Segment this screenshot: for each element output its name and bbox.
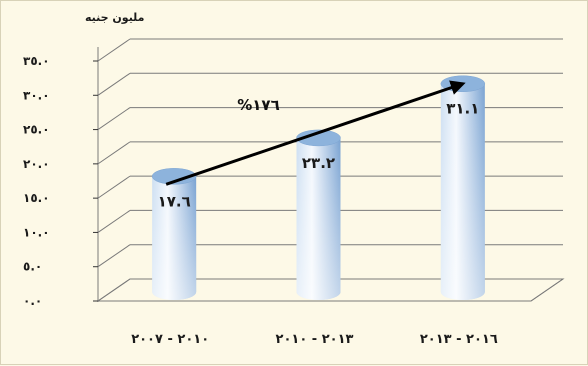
y-tick-label: ١٥.٠ bbox=[23, 191, 50, 205]
grid-line bbox=[97, 72, 563, 96]
growth-arrow bbox=[165, 80, 466, 186]
data-label: ١٧.٦ bbox=[158, 192, 191, 210]
grid-line bbox=[97, 141, 563, 165]
y-tick-label: ١٠.٠ bbox=[23, 225, 50, 239]
y-tick-label: ٥.٠ bbox=[23, 260, 42, 274]
bar bbox=[296, 129, 341, 300]
grid-line bbox=[97, 38, 563, 62]
y-tick-label: ٢٥.٠ bbox=[23, 123, 50, 137]
x-tick-label: ٢٠١٦ - ٢٠١٣ bbox=[420, 332, 498, 347]
y-tick-label: ٢٠.٠ bbox=[23, 157, 50, 171]
growth-label: %١٧٦ bbox=[237, 96, 280, 114]
x-axis: ٢٠١٠ - ٢٠٠٧ ٢٠١٣ - ٢٠١٠ ٢٠١٦ - ٢٠١٣ bbox=[131, 332, 498, 347]
grid-line bbox=[97, 107, 563, 130]
bar bbox=[151, 168, 197, 300]
grid-line bbox=[97, 278, 563, 302]
x-tick-label: ٢٠١٠ - ٢٠٠٧ bbox=[131, 332, 209, 347]
y-tick-label: ٠.٠ bbox=[23, 294, 42, 308]
data-label: ٢٣.٢ bbox=[302, 154, 335, 172]
y-axis: ٠.٠ ٥.٠ ١٠.٠ ١٥.٠ ٢٠.٠ ٢٥.٠ ٣٠.٠ ٣٥.٠ bbox=[23, 54, 98, 308]
data-label: ٣١.١ bbox=[446, 100, 479, 118]
grid-line bbox=[97, 175, 563, 199]
x-tick-label: ٢٠١٣ - ٢٠١٠ bbox=[276, 332, 354, 347]
unit-label: مليون جنيه bbox=[85, 11, 145, 24]
y-tick-label: ٣٥.٠ bbox=[23, 54, 50, 68]
grid-line bbox=[97, 244, 563, 268]
y-tick-label: ٣٠.٠ bbox=[23, 88, 50, 102]
bar bbox=[440, 75, 486, 300]
grid-line bbox=[97, 209, 563, 233]
grid bbox=[96, 38, 565, 302]
bars: ١٧.٦ ٢٣.٢ ٣١.١ bbox=[151, 75, 486, 300]
